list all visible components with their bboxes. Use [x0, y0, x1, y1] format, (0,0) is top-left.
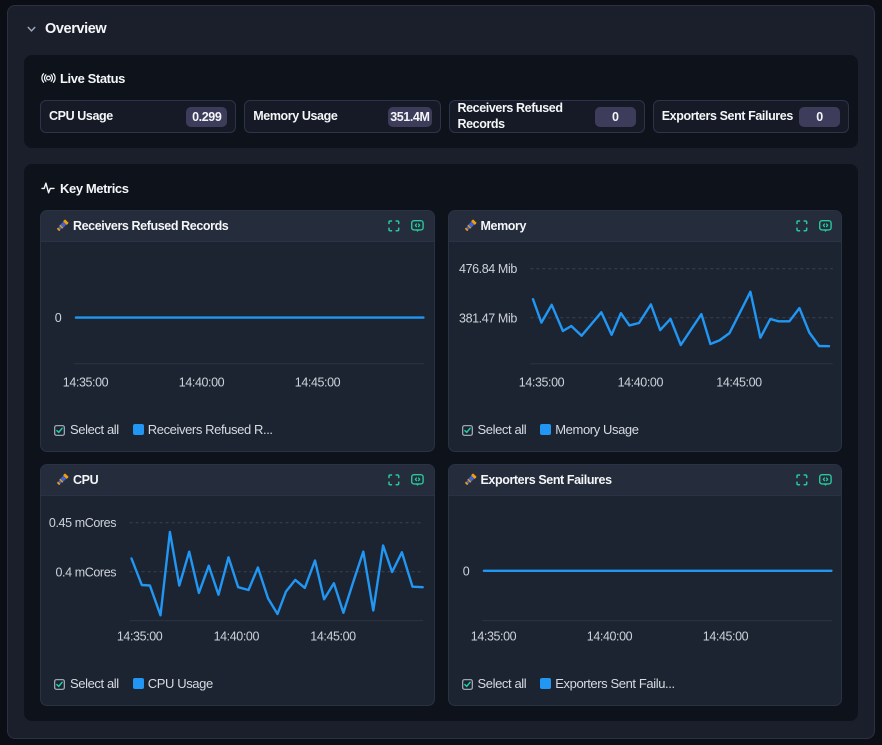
svg-text:14:45:00: 14:45:00: [310, 629, 356, 643]
svg-text:14:40:00: 14:40:00: [617, 375, 663, 389]
svg-text:14:35:00: 14:35:00: [117, 629, 163, 643]
svg-text:14:35:00: 14:35:00: [470, 629, 516, 643]
svg-text:476.84 Mib: 476.84 Mib: [459, 262, 517, 276]
svg-text:14:40:00: 14:40:00: [179, 375, 225, 389]
svg-text:0: 0: [462, 564, 469, 578]
svg-text:14:45:00: 14:45:00: [702, 629, 748, 643]
svg-text:0: 0: [55, 311, 62, 325]
svg-text:381.47 Mib: 381.47 Mib: [459, 311, 517, 325]
svg-text:0.45 mCores: 0.45 mCores: [49, 516, 116, 530]
svg-text:14:35:00: 14:35:00: [518, 375, 564, 389]
svg-text:14:40:00: 14:40:00: [586, 629, 632, 643]
svg-text:14:45:00: 14:45:00: [295, 375, 341, 389]
svg-text:14:45:00: 14:45:00: [716, 375, 762, 389]
svg-text:0.4 mCores: 0.4 mCores: [55, 565, 116, 579]
svg-text:14:40:00: 14:40:00: [214, 629, 260, 643]
svg-text:14:35:00: 14:35:00: [63, 375, 109, 389]
